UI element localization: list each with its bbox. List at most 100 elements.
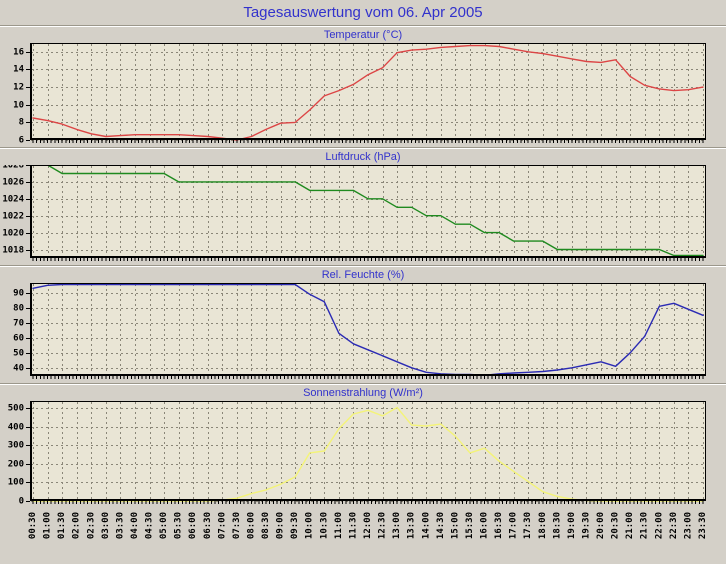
y-axis-label: 100 xyxy=(8,478,24,488)
y-axis-label: 14 xyxy=(13,65,24,75)
y-axis-label: 12 xyxy=(13,83,24,93)
pressure-chart-title: Luftdruck (hPa) xyxy=(325,151,401,163)
x-axis-labels-svg: 00:30 01:00 01:30 02:00 02:30 03:00 03:30 04:00… xyxy=(28,512,708,539)
y-axis-label: 40 xyxy=(13,364,24,374)
x-axis-ticks xyxy=(32,376,704,379)
y-axis-label: 300 xyxy=(8,441,24,451)
x-axis-label: 06:00 xyxy=(188,512,198,539)
x-axis-label: 01:30 xyxy=(57,512,67,539)
x-axis-label: 10:30 xyxy=(319,512,329,539)
y-axis-label: 8 xyxy=(19,118,24,128)
y-axis-label: 1018 xyxy=(2,246,24,256)
x-axis-label: 08:30 xyxy=(261,512,271,539)
x-axis-label: 08:00 xyxy=(247,512,257,539)
temperature-chart-title: Temperatur (°C) xyxy=(323,29,403,41)
y-axis-ticks xyxy=(26,165,30,251)
x-axis-ticks xyxy=(32,258,704,261)
x-axis-label: 11:30 xyxy=(348,512,358,539)
humidity-line xyxy=(32,283,704,377)
y-axis-label: 1024 xyxy=(2,195,24,205)
x-axis-label: 03:00 xyxy=(101,512,111,539)
x-axis-label: 04:30 xyxy=(145,512,155,539)
y-axis-label: 400 xyxy=(8,423,24,433)
pressure-line xyxy=(32,165,704,257)
x-axis-label: 01:00 xyxy=(43,512,53,539)
x-axis-label: 19:30 xyxy=(582,512,592,539)
y-axis-ticks xyxy=(26,293,30,369)
x-axis-label: 20:30 xyxy=(611,512,621,539)
x-axis-label: 10:00 xyxy=(305,512,315,539)
x-axis-label: 03:30 xyxy=(115,512,125,539)
y-axis-label: 90 xyxy=(13,289,24,299)
x-axis-labels: 00:30 01:00 01:30 02:00 02:30 03:00 03:30 04:00… xyxy=(0,508,726,550)
x-axis-label: 22:30 xyxy=(669,512,679,539)
radiation-chart-section: Sonnenstrahlung (W/m²) 500 400 300 200 100 0 xyxy=(0,385,726,508)
x-axis-label: 05:00 xyxy=(159,512,169,539)
temperature-line xyxy=(32,44,704,141)
y-axis-label: 1028 xyxy=(2,165,24,171)
x-axis-label: 12:00 xyxy=(363,512,373,539)
y-axis-label: 1026 xyxy=(2,178,24,188)
y-axis-label: 60 xyxy=(13,334,24,344)
pressure-plot: 1028 1026 1024 1022 1020 1018 xyxy=(0,165,726,265)
x-axis-label: 22:00 xyxy=(654,512,664,539)
y-axis-label: 1020 xyxy=(2,229,24,239)
x-axis-label: 13:00 xyxy=(392,512,402,539)
x-axis-label: 02:00 xyxy=(72,512,82,539)
y-axis-label: 0 xyxy=(19,497,24,507)
humidity-chart-section: Rel. Feuchte (%) 90 80 70 60 50 40 xyxy=(0,267,726,383)
humidity-chart-title: Rel. Feuchte (%) xyxy=(321,269,405,281)
temperature-plot: 16 14 12 10 8 6 xyxy=(0,43,726,147)
separator-line xyxy=(0,383,726,385)
x-axis-label: 07:30 xyxy=(232,512,242,539)
header: Tagesauswertung vom 06. Apr 2005 xyxy=(0,0,726,25)
temperature-chart-section: Temperatur (°C) 16 14 12 10 8 6 xyxy=(0,27,726,147)
y-axis-label: 500 xyxy=(8,404,24,414)
y-axis-ticks xyxy=(26,408,30,502)
pressure-chart-section: Luftdruck (hPa) 1028 1026 1024 1022 1020 1018 xyxy=(0,149,726,265)
x-axis-ticks xyxy=(32,140,704,143)
y-axis-label: 10 xyxy=(13,101,24,111)
separator-line xyxy=(0,147,726,149)
x-axis-label: 19:00 xyxy=(567,512,577,539)
separator-line xyxy=(0,265,726,267)
x-axis-label: 20:00 xyxy=(596,512,606,539)
x-axis-label: 09:00 xyxy=(276,512,286,539)
humidity-plot-svg: 90 80 70 60 50 40 xyxy=(13,283,706,379)
radiation-chart-title: Sonnenstrahlung (W/m²) xyxy=(303,387,423,399)
x-axis-label: 15:30 xyxy=(465,512,475,539)
x-axis-label: 13:30 xyxy=(407,512,417,539)
x-axis-label: 14:00 xyxy=(421,512,431,539)
y-axis-label: 80 xyxy=(13,304,24,314)
radiation-plot-svg: 500 400 300 200 100 0 xyxy=(8,401,706,507)
x-axis-label: 04:00 xyxy=(130,512,140,539)
x-axis-label: 00:30 xyxy=(28,512,38,539)
y-axis-label: 6 xyxy=(19,136,24,146)
x-axis-label: 15:00 xyxy=(450,512,460,539)
x-axis-label: 05:30 xyxy=(174,512,184,539)
x-axis-label: 17:00 xyxy=(509,512,519,539)
x-axis-label: 18:00 xyxy=(538,512,548,539)
x-axis-label: 21:00 xyxy=(625,512,635,539)
pressure-plot-svg: 1028 1026 1024 1022 1020 1018 xyxy=(2,165,706,261)
x-axis-label: 12:30 xyxy=(378,512,388,539)
x-axis-label: 07:00 xyxy=(217,512,227,539)
y-axis-ticks xyxy=(26,52,30,141)
x-axis-label: 21:30 xyxy=(640,512,650,539)
temperature-plot-svg: 16 14 12 10 8 6 xyxy=(13,43,706,146)
x-axis-label: 16:30 xyxy=(494,512,504,539)
x-axis-label: 14:30 xyxy=(436,512,446,539)
page-title: Tagesauswertung vom 06. Apr 2005 xyxy=(243,4,483,21)
x-axis-label: 16:00 xyxy=(480,512,490,539)
x-axis-label: 17:30 xyxy=(523,512,533,539)
x-axis-label: 11:00 xyxy=(334,512,344,539)
y-axis-label: 200 xyxy=(8,460,24,470)
y-axis-label: 16 xyxy=(13,48,24,58)
x-axis-label: 23:00 xyxy=(683,512,693,539)
y-axis-label: 50 xyxy=(13,349,24,359)
x-axis-label: 18:30 xyxy=(552,512,562,539)
x-axis-label: 02:30 xyxy=(86,512,96,539)
x-axis-label: 06:30 xyxy=(203,512,213,539)
x-axis-label: 23:30 xyxy=(698,512,708,539)
x-axis-ticks xyxy=(32,501,704,504)
